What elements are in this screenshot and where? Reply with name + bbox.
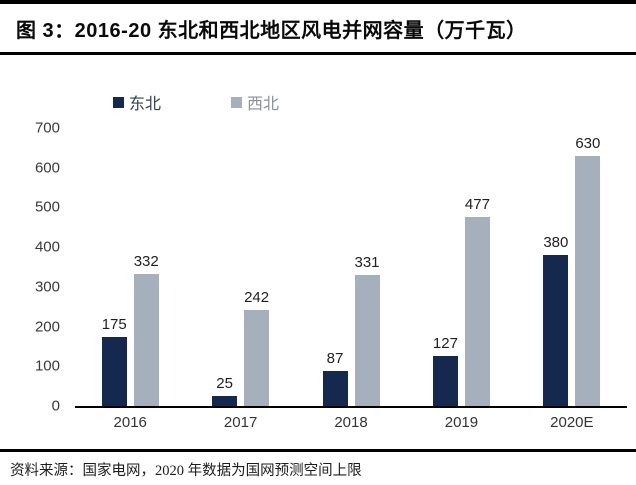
bar-西北-2019	[464, 216, 490, 406]
bar-value-label: 332	[133, 253, 159, 271]
x-tick-label: 2017	[223, 414, 258, 431]
bar-wrap: 630	[575, 128, 600, 406]
bar-value-label: 380	[543, 234, 569, 252]
y-tick-label: 300	[34, 278, 60, 296]
bar-wrap: 175	[102, 128, 127, 406]
figure-title: 图 3：2016-20 东北和西北地区风电并网容量（万千瓦）	[0, 4, 636, 55]
x-tick-label: 2018	[334, 414, 368, 431]
bar-wrap: 477	[465, 128, 490, 406]
y-tick-label: 600	[34, 159, 60, 177]
legend-item: 东北	[113, 90, 161, 114]
legend-label: 东北	[129, 96, 162, 113]
bar-value-label: 630	[575, 134, 601, 152]
plot-area: 0 100 200 300 400 500 600 700 175 332 25 242 87 331 1…	[35, 121, 627, 414]
bar-东北-2018	[322, 371, 348, 406]
bar-西北-2016	[133, 274, 159, 406]
bar-西北-2018	[354, 274, 380, 406]
y-tick-label: 200	[34, 318, 60, 336]
bar-group: 127 477	[406, 128, 516, 406]
legend-swatch-icon	[113, 96, 124, 108]
bar-东北-2020E	[543, 255, 569, 406]
legend-swatch-icon	[231, 96, 243, 108]
chart-legend: 东北 西北	[113, 90, 279, 114]
bar-value-label: 477	[464, 195, 490, 213]
y-tick-label: 700	[34, 119, 60, 137]
bar-value-label: 25	[216, 375, 233, 393]
bar-wrap: 25	[212, 128, 238, 406]
bar-group: 87 331	[296, 128, 406, 406]
bar-group: 25 242	[185, 128, 295, 406]
y-tick-label: 400	[34, 238, 60, 256]
bar-东北-2019	[432, 355, 458, 406]
bar-西北-2020E	[575, 155, 601, 406]
x-tick-label: 2020E	[550, 414, 594, 431]
bar-wrap: 242	[244, 128, 269, 406]
bar-wrap: 332	[134, 128, 159, 406]
bar-西北-2017	[244, 309, 270, 406]
bar-value-label: 127	[432, 334, 458, 352]
bar-wrap: 127	[433, 128, 458, 406]
bar-group: 380 630	[517, 128, 627, 406]
bar-value-label: 175	[101, 315, 127, 333]
y-tick-label: 500	[34, 198, 60, 216]
bar-东北-2016	[101, 336, 127, 406]
bar-value-label: 87	[326, 350, 344, 368]
x-tick-label: 2016	[113, 414, 147, 431]
bar-wrap: 87	[322, 128, 348, 406]
y-axis: 0 100 200 300 400 500 600 700	[0, 121, 60, 414]
legend-label: 西北	[247, 96, 280, 113]
bar-wrap: 380	[543, 128, 568, 406]
bar-value-label: 242	[244, 288, 270, 306]
x-tick-label: 2019	[444, 414, 479, 431]
x-axis: 2016 2017 2018 2019 2020E	[75, 414, 627, 431]
bar-group: 175 332	[75, 128, 185, 406]
top-rule	[0, 0, 636, 4]
bar-wrap: 331	[355, 128, 380, 406]
bar-value-label: 331	[354, 253, 380, 271]
y-tick-label: 0	[51, 397, 60, 415]
bar-groups: 175 332 25 242 87 331 127 477 380 630	[75, 128, 627, 406]
y-tick-label: 100	[34, 357, 60, 375]
source-note: 资料来源：国家电网，2020 年数据为国网预测空间上限	[0, 449, 636, 480]
legend-item: 西北	[231, 90, 279, 114]
bar-东北-2017	[212, 396, 238, 406]
